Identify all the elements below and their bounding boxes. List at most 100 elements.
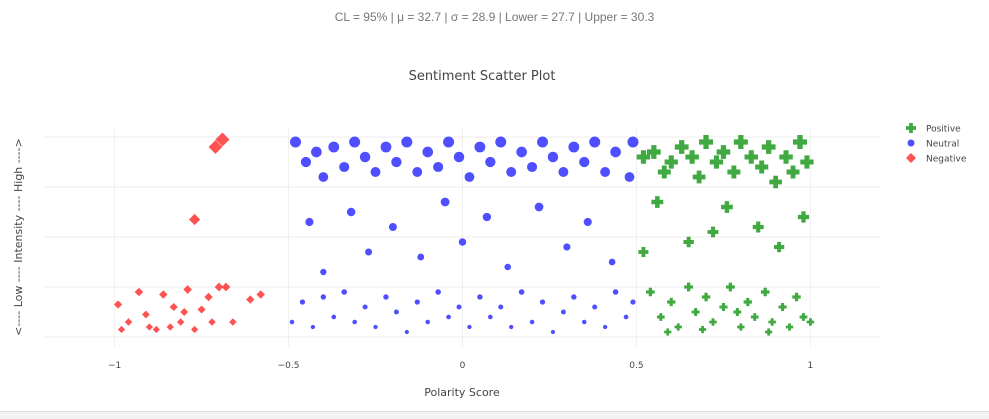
neutral-point bbox=[484, 155, 497, 169]
positive-point bbox=[725, 282, 735, 292]
neutral-point bbox=[559, 308, 567, 316]
neutral-point bbox=[452, 150, 466, 164]
positive-point bbox=[685, 150, 699, 164]
positive-point bbox=[733, 134, 748, 150]
positive-point bbox=[701, 292, 711, 302]
legend-item-label[interactable]: Neutral bbox=[926, 140, 959, 150]
neutral-point bbox=[379, 140, 393, 154]
legend-item-label[interactable]: Negative bbox=[926, 155, 967, 165]
neutral-point bbox=[392, 308, 400, 316]
positive-point bbox=[646, 287, 655, 297]
neutral-point bbox=[570, 293, 578, 301]
neutral-point bbox=[528, 318, 536, 326]
negative-point bbox=[197, 305, 206, 314]
positive-point bbox=[765, 328, 773, 336]
neutral-point bbox=[591, 303, 599, 311]
y-axis-label: <---- Low ---- Intensity ---- High ----> bbox=[12, 138, 25, 336]
negative-point bbox=[229, 318, 237, 326]
neutral-point bbox=[497, 303, 505, 311]
positive-point bbox=[760, 287, 770, 297]
positive-point bbox=[709, 155, 724, 169]
neutral-point bbox=[358, 150, 372, 164]
neutral-point bbox=[432, 160, 445, 174]
positive-point bbox=[797, 211, 810, 223]
neutral-point bbox=[486, 313, 494, 321]
neutral-point bbox=[503, 262, 512, 272]
neutral-point bbox=[526, 160, 539, 174]
negative-point bbox=[134, 287, 144, 297]
positive-point bbox=[638, 246, 649, 258]
positive-point bbox=[768, 318, 776, 326]
neutral-point bbox=[382, 293, 390, 301]
positive-point bbox=[778, 302, 787, 312]
positive-point bbox=[698, 325, 707, 334]
neutral-point bbox=[319, 267, 328, 277]
neutral-point bbox=[538, 298, 547, 306]
neutral-point bbox=[582, 216, 593, 228]
neutral-point bbox=[546, 150, 560, 164]
chart-title: Sentiment Scatter Plot bbox=[409, 69, 556, 84]
x-ticks: −1 −0.5 0 0.5 1 bbox=[108, 361, 813, 371]
neutral-point bbox=[416, 252, 426, 262]
negative-point bbox=[117, 325, 126, 334]
positive-point bbox=[806, 318, 815, 326]
positive-point bbox=[692, 170, 706, 184]
neutral-point bbox=[466, 323, 473, 331]
positive-point bbox=[786, 165, 800, 179]
positive-point bbox=[716, 145, 731, 159]
neutral-point bbox=[515, 145, 528, 159]
negative-point bbox=[145, 323, 154, 331]
neutral-point bbox=[581, 318, 588, 326]
x-tick-label: 0.5 bbox=[629, 361, 643, 371]
positive-point bbox=[733, 308, 742, 316]
negative-point bbox=[180, 308, 189, 316]
neutral-point bbox=[473, 140, 487, 154]
positive-point bbox=[651, 196, 664, 208]
positive-point bbox=[792, 292, 801, 302]
negative-point bbox=[176, 318, 185, 326]
neutral-point bbox=[517, 288, 526, 296]
negative-point bbox=[152, 325, 160, 334]
neutral-point bbox=[390, 155, 403, 169]
neutral-point bbox=[562, 242, 572, 252]
neutral-point bbox=[623, 171, 636, 183]
positive-point bbox=[667, 297, 676, 307]
negative-point bbox=[204, 292, 213, 302]
positive-point bbox=[906, 123, 916, 133]
positive-point bbox=[683, 236, 694, 248]
neutral-point bbox=[607, 257, 617, 267]
negative-point bbox=[208, 318, 216, 326]
neutral-point bbox=[319, 293, 328, 301]
neutral-point bbox=[463, 171, 476, 183]
neutral-point bbox=[567, 140, 581, 154]
positive-point bbox=[761, 140, 776, 154]
neutral-point bbox=[372, 323, 379, 331]
positive-point bbox=[664, 328, 672, 336]
legend[interactable]: Positive Neutral Negative bbox=[906, 123, 967, 165]
neutral-point bbox=[622, 313, 630, 321]
neutral-point bbox=[455, 303, 463, 311]
positive-point bbox=[674, 140, 689, 154]
negative-point bbox=[906, 153, 916, 163]
positive-point bbox=[800, 155, 814, 169]
negative-point bbox=[169, 302, 178, 312]
neutral-point bbox=[421, 145, 435, 159]
positive-point bbox=[727, 165, 741, 179]
neutral-point bbox=[400, 135, 414, 149]
positive-point bbox=[750, 313, 759, 321]
neutral-point bbox=[626, 135, 640, 149]
neutral-point bbox=[505, 166, 518, 178]
negative-point bbox=[159, 290, 168, 299]
negative-point bbox=[214, 282, 224, 292]
negative-point bbox=[215, 132, 230, 147]
x-axis-label: Polarity Score bbox=[424, 386, 500, 399]
positive-point bbox=[721, 201, 733, 213]
legend-item-label[interactable]: Positive bbox=[926, 125, 961, 135]
positive-point bbox=[664, 155, 678, 169]
neutral-point bbox=[533, 201, 545, 213]
neutral-point bbox=[424, 318, 431, 326]
negative-point bbox=[113, 300, 123, 309]
positive-point bbox=[779, 150, 793, 164]
